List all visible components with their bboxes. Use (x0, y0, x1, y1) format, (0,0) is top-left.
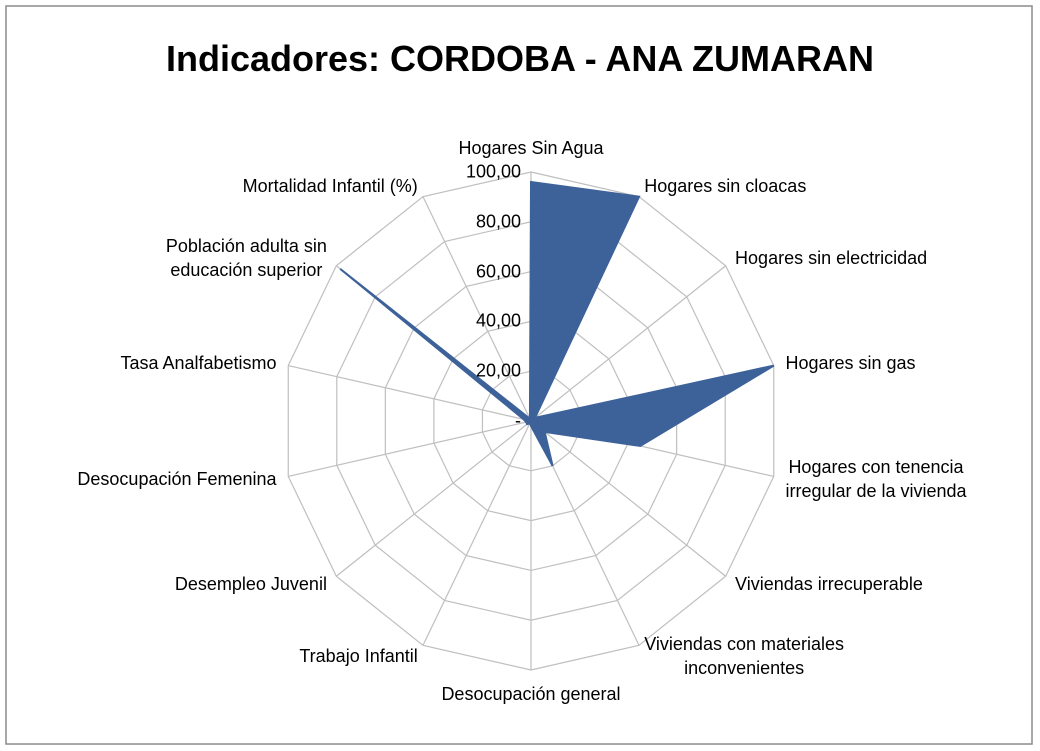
category-label: Población adulta sin educación superior (165, 236, 327, 281)
r-tick-label: 40,00 (475, 310, 521, 331)
category-label: Desocupación Femenina (77, 469, 277, 490)
chart-title: Indicadores: CORDOBA - ANA ZUMARAN (166, 38, 874, 79)
spoke (335, 420, 532, 577)
spoke (288, 420, 532, 477)
category-label: Desempleo Juvenil (174, 573, 327, 594)
category-label: Mortalidad Infantil (%) (242, 175, 418, 196)
r-tick-label: - (515, 410, 521, 431)
spoke (288, 365, 532, 422)
radar-area (339, 180, 775, 467)
category-label: Tasa Analfabetismo (120, 352, 277, 373)
category-label: Trabajo Infantil (299, 646, 418, 667)
r-tick-label: 80,00 (475, 211, 521, 232)
spoke (530, 265, 727, 422)
category-label: Hogares sin gas (785, 352, 916, 373)
frame (5, 5, 1033, 745)
category-label: Viviendas irrecuperable (735, 573, 923, 594)
r-tick-label: 60,00 (475, 261, 521, 282)
spoke (422, 420, 532, 646)
category-label: Hogares con tenencia irregular de la viv… (785, 457, 967, 502)
spoke (422, 196, 532, 422)
category-label: Hogares sin electricidad (735, 248, 928, 269)
spoke (530, 420, 727, 577)
r-tick-label: 100,00 (465, 161, 521, 182)
category-label: Hogares Sin Agua (458, 138, 604, 158)
category-label: Hogares sin cloacas (644, 175, 807, 196)
r-tick-label: 20,00 (475, 360, 521, 381)
category-label: Desocupación general (441, 684, 621, 704)
category-label: Viviendas con materiales inconvenientes (644, 634, 845, 679)
